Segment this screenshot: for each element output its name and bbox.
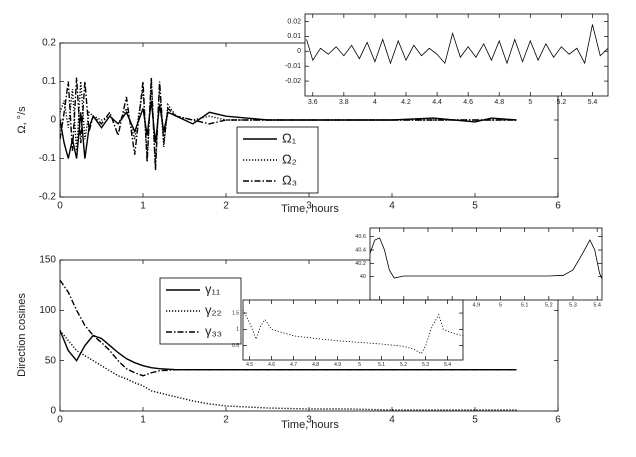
y-tick-label: 50: [45, 355, 57, 366]
plot-area: [305, 14, 608, 96]
x-tick-label: 4.6: [463, 99, 473, 106]
x-tick-label: 4: [389, 201, 395, 212]
x-tick-label: 4.8: [312, 362, 319, 368]
x-axis-label: Time, hours: [281, 203, 339, 215]
x-tick-label: 1: [140, 201, 146, 212]
y-tick-label: 40.4: [355, 247, 366, 253]
y-tick-label: 0.5: [232, 343, 239, 349]
y-tick-label: 1.5: [232, 310, 239, 316]
axes-box: [59, 259, 559, 412]
x-tick-label: 3.8: [339, 99, 349, 106]
y-tick-label: -0.02: [285, 78, 301, 85]
legend: γ₁₁ γ₂₂ γ₃₃: [159, 277, 242, 345]
data-line: [370, 237, 602, 279]
y-tick-label: 0.01: [287, 33, 301, 40]
x-tick-label: 6: [555, 201, 561, 212]
y-tick-label: 0: [297, 48, 301, 55]
plot-area: [243, 300, 463, 360]
y-tick-label: 0: [50, 406, 56, 417]
data-line: [60, 330, 517, 411]
y-tick-label: -0.2: [39, 192, 57, 203]
x-tick-label: 4.2: [401, 99, 411, 106]
x-tick-label: 5: [472, 201, 478, 212]
legend-label: γ₁₁: [205, 281, 221, 296]
x-tick-label: 4.9: [334, 362, 341, 368]
legend-box: [236, 126, 319, 194]
x-tick-label: 5: [528, 99, 532, 106]
y-tick-label: 40.6: [355, 234, 366, 240]
legend-box: [159, 277, 242, 345]
y-tick-label: 0.1: [42, 76, 56, 87]
x-tick-label: 6: [555, 415, 561, 426]
y-tick-label: 40.2: [355, 261, 366, 267]
data-line: [60, 279, 517, 377]
x-tick-label: 3: [306, 201, 312, 212]
x-tick-label: 0: [57, 201, 63, 212]
data-line: [243, 309, 463, 355]
y-tick-label: -0.01: [285, 63, 301, 70]
axes-box: [242, 299, 464, 361]
x-tick-label: 3: [306, 415, 312, 426]
data-line: [60, 77, 517, 171]
x-tick-label: 5.1: [378, 362, 385, 368]
legend-label: Ω₂: [282, 151, 297, 166]
axes-box: [369, 227, 603, 301]
x-tick-label: 4: [389, 415, 395, 426]
x-tick-label: 4.6: [268, 362, 275, 368]
legend-label: γ₃₃: [205, 323, 222, 338]
x-axis-label: Time, hours: [281, 419, 339, 431]
x-tick-label: 5.2: [400, 362, 407, 368]
x-tick-label: 5.3: [569, 302, 577, 308]
x-tick-label: 2: [223, 415, 229, 426]
x-tick-label: 5.4: [588, 99, 598, 106]
legend-label: γ₂₂: [205, 302, 222, 317]
axes-box: [304, 13, 609, 97]
y-tick-label: 1: [236, 327, 239, 333]
y-tick-label: 0: [50, 115, 56, 126]
y-tick-label: 40: [360, 274, 366, 280]
x-tick-label: 3.6: [308, 99, 318, 106]
y-tick-label: 150: [39, 255, 56, 266]
x-tick-label: 4.9: [473, 302, 481, 308]
x-tick-label: 4.4: [432, 99, 442, 106]
x-tick-label: 5.1: [521, 302, 529, 308]
x-tick-label: 5: [472, 415, 478, 426]
x-tick-label: 0: [57, 415, 63, 426]
axes: 4.5 4.6 4.7 4.8 4.9 5 5.1 5.2 5.3 5.4 0.5 1 1.5: [232, 299, 464, 368]
y-tick-label: 0.2: [42, 38, 56, 49]
x-tick-label: 4: [373, 99, 377, 106]
legend-label: Ω₃: [282, 172, 297, 187]
y-tick-label: -0.1: [39, 153, 57, 164]
x-tick-label: 1: [140, 415, 146, 426]
axes: 4.54.64.74.84.955.15.25.35.44040.240.440…: [355, 227, 603, 308]
y-tick-label: 100: [39, 305, 56, 316]
y-tick-label: 0.02: [287, 18, 301, 25]
x-tick-label: 4.8: [494, 99, 504, 106]
axes: 3.6 3.8 4 4.2 4.4 4.6 4.8 5 5.2 5.4 -0.02 -0.01 0 0.0…: [285, 13, 609, 106]
x-tick-label: 2: [223, 201, 229, 212]
legend-label: Ω₁: [282, 130, 297, 145]
data-line: [306, 24, 608, 65]
x-tick-label: 5.2: [557, 99, 567, 106]
x-tick-label: 5: [499, 302, 502, 308]
x-tick-label: 5.4: [593, 302, 601, 308]
plot-area: [370, 228, 602, 300]
y-axis-label: Direction cosines: [16, 293, 28, 377]
x-tick-label: 5.4: [444, 362, 451, 368]
legend: Ω₁ Ω₂ Ω₃: [236, 126, 319, 194]
x-tick-label: 4.7: [290, 362, 297, 368]
x-tick-label: 5: [358, 362, 361, 368]
x-tick-label: 4.5: [246, 362, 253, 368]
y-axis-label: Ω, °/s: [16, 106, 28, 134]
x-tick-label: 5.2: [545, 302, 553, 308]
x-tick-label: 5.3: [422, 362, 429, 368]
